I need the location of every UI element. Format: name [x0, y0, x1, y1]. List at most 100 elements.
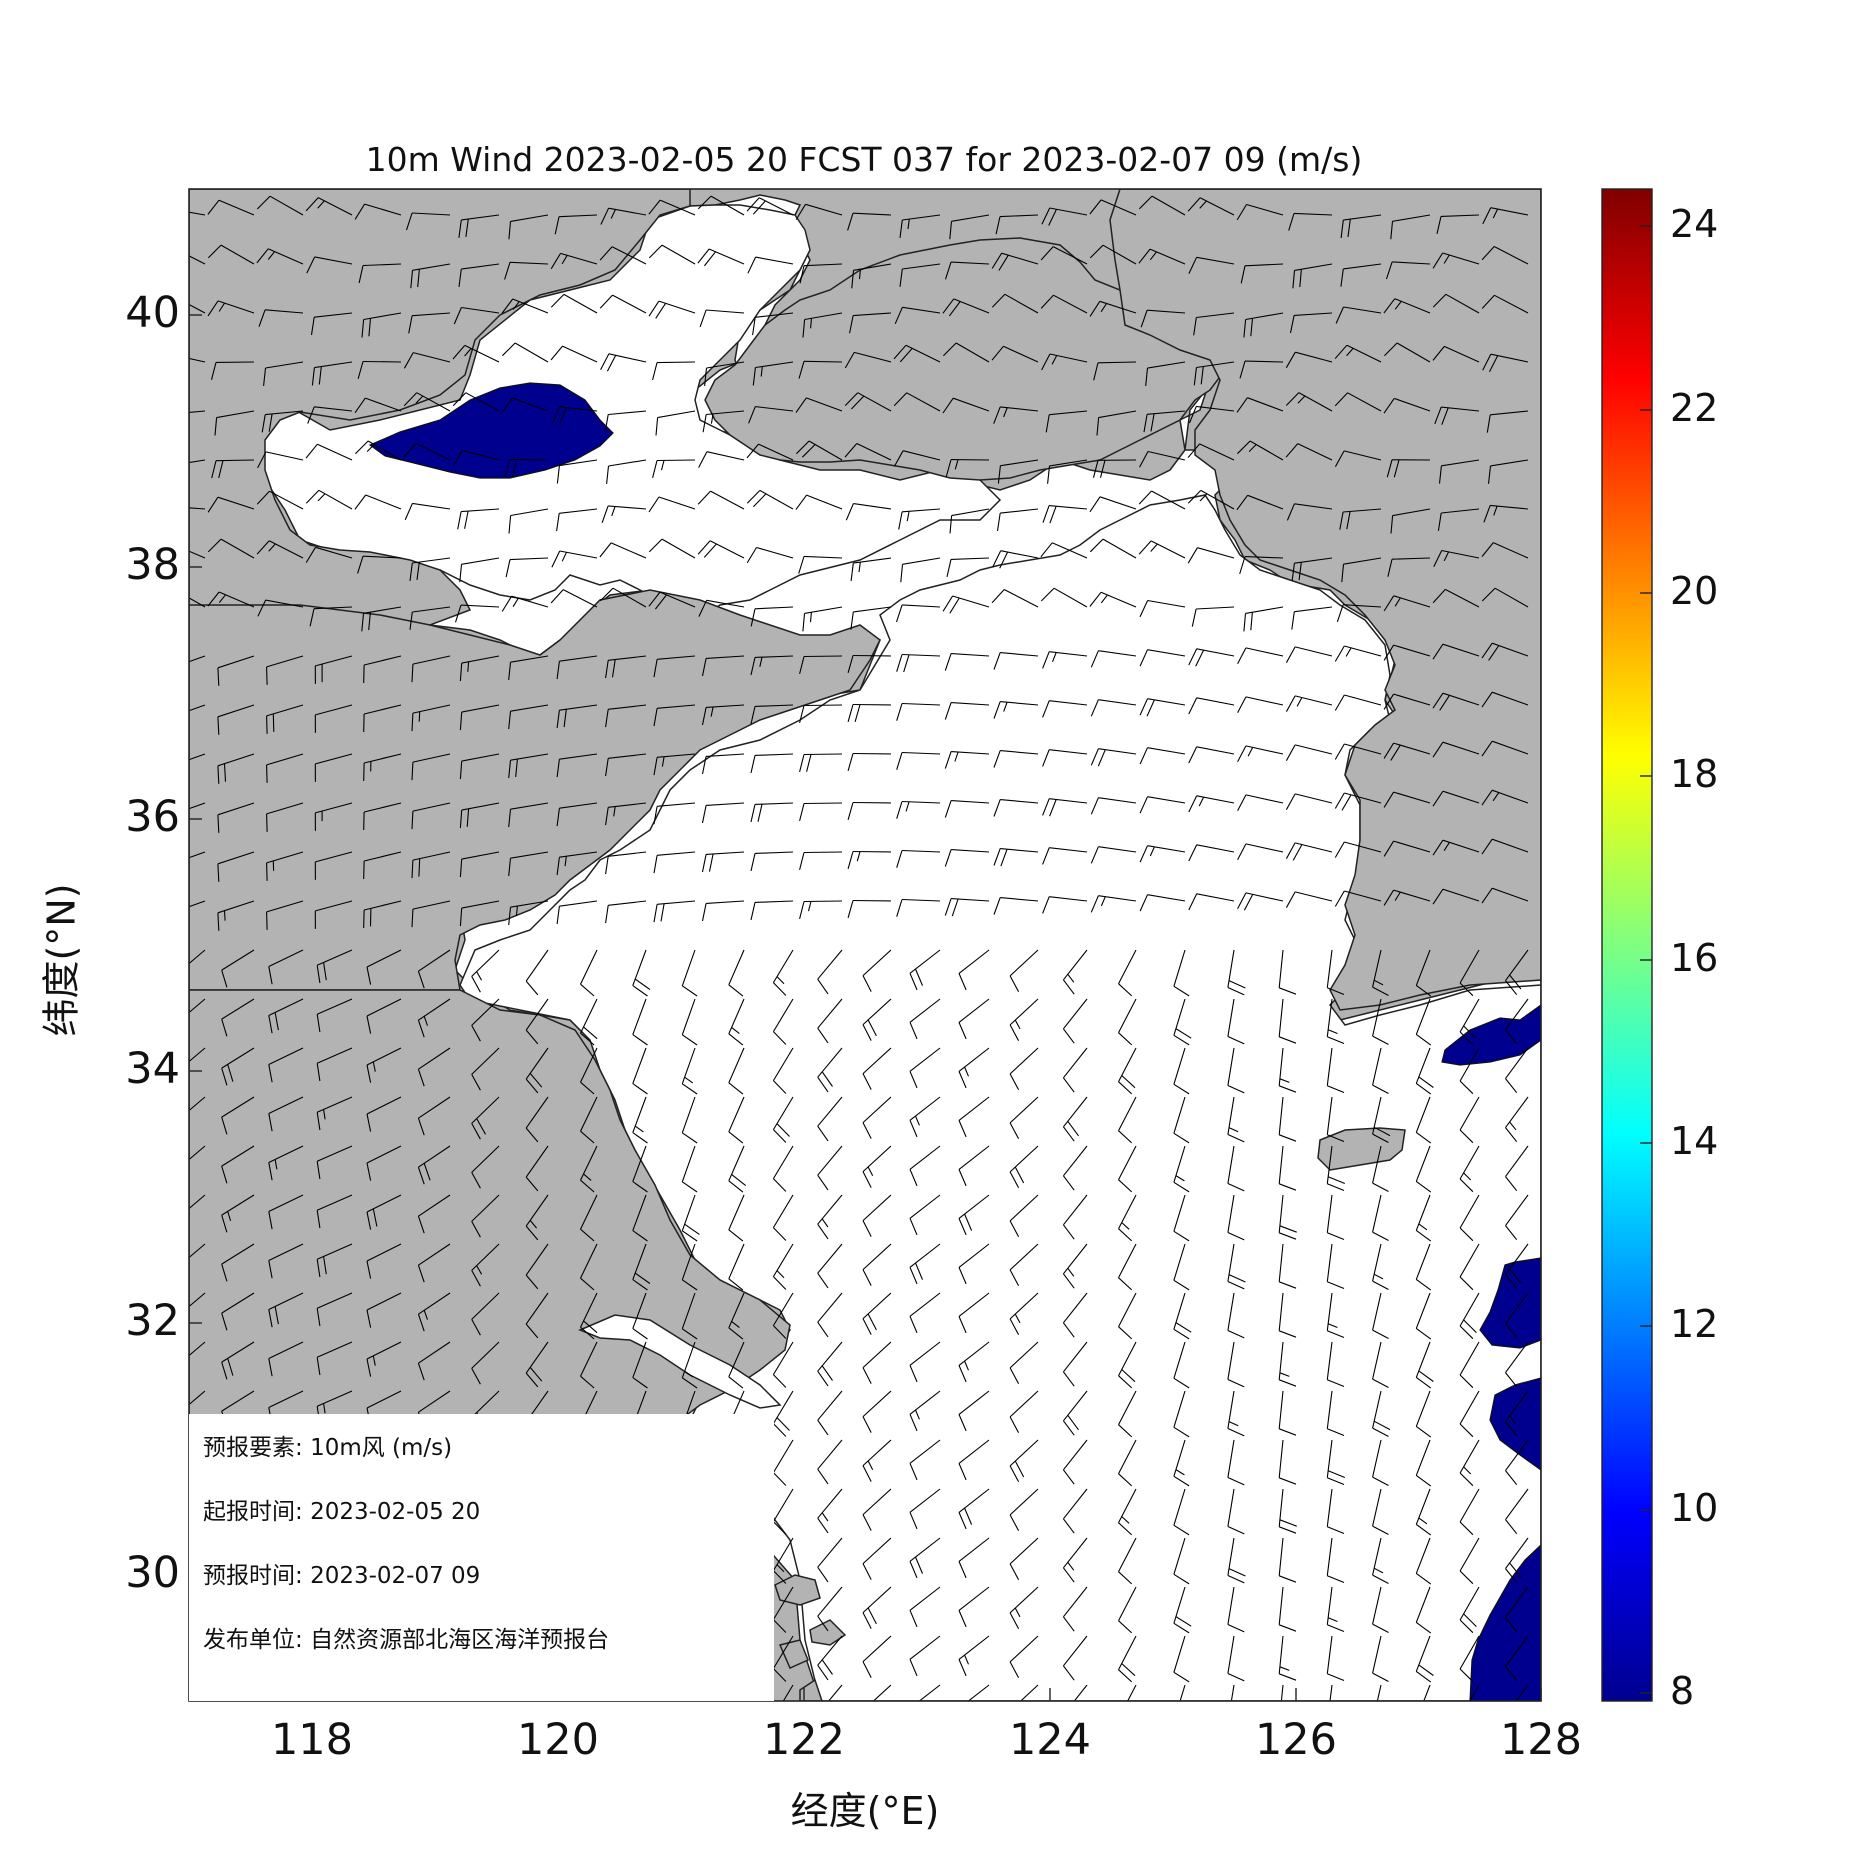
wind-barb-shaft	[659, 591, 696, 608]
wind-barb-shaft	[510, 214, 549, 222]
wind-barb-feather	[583, 1173, 592, 1181]
wind-barb-feather	[945, 459, 952, 478]
wind-barb-shaft	[1492, 642, 1529, 657]
wind-barb-feather	[1373, 979, 1384, 986]
wind-barb-feather	[1118, 1326, 1133, 1340]
wind-barb-shaft	[772, 1292, 794, 1326]
wind-barb-feather	[1443, 842, 1450, 851]
wind-barb-feather	[728, 1131, 744, 1144]
wind-barb-feather	[1459, 982, 1474, 997]
wind-barb-shaft	[918, 1684, 941, 1701]
y-tick-label: 32	[125, 1296, 180, 1346]
wind-barb-feather	[502, 342, 516, 357]
wind-barb-feather	[207, 538, 222, 553]
wind-barb-feather	[1041, 353, 1051, 371]
wind-barb-feather	[653, 757, 658, 776]
wind-barb-feather	[471, 1123, 481, 1140]
wind-barb-feather	[1150, 543, 1158, 552]
wind-barb-feather	[1432, 839, 1444, 856]
wind-barb-feather	[1237, 892, 1247, 910]
wind-barb-shaft	[189, 255, 206, 265]
wind-barb-feather	[1296, 697, 1303, 707]
wind-barb-feather	[817, 1419, 829, 1436]
wind-barb-shaft	[189, 802, 206, 810]
wind-barb-shaft	[1396, 342, 1431, 363]
wind-barb-shaft	[316, 998, 353, 1015]
wind-barb-feather	[648, 244, 663, 259]
wind-barb-feather	[1089, 244, 1104, 259]
wind-barb-feather	[747, 256, 757, 274]
wind-barb-shaft	[902, 557, 941, 565]
wind-barb-feather	[176, 975, 184, 991]
wind-barb-shaft	[1372, 1488, 1382, 1527]
wind-barb-feather	[1505, 1568, 1518, 1584]
wind-barb-feather	[417, 1069, 425, 1087]
wind-barb-feather	[896, 654, 903, 672]
wind-barb-shaft	[1492, 838, 1529, 853]
wind-barb-feather	[1483, 505, 1491, 523]
wind-barb-feather	[893, 392, 908, 407]
wind-barb-shaft	[728, 1096, 745, 1133]
wind-barb-shaft	[525, 1145, 549, 1178]
wind-barb-feather	[217, 912, 220, 931]
wind-barb-shaft	[1147, 796, 1186, 804]
wind-barb-feather	[508, 760, 512, 779]
wind-barb-feather	[821, 1071, 833, 1087]
wind-barb-shaft	[412, 851, 451, 861]
wind-barb-shaft	[1372, 1390, 1382, 1429]
wind-barb-feather	[1227, 1133, 1245, 1143]
wind-barb-feather	[1279, 1085, 1297, 1093]
wind-barb-feather	[458, 219, 462, 238]
wind-barb-shaft	[803, 802, 843, 805]
wind-barb-shaft	[266, 704, 304, 717]
wind-barb-feather	[1418, 1370, 1434, 1382]
wind-barb-feather	[366, 966, 372, 985]
wind-barb-feather	[1279, 1519, 1297, 1527]
wind-barb-feather	[354, 397, 366, 414]
wind-barb-shaft	[805, 203, 843, 216]
wind-barb-shaft	[1326, 1439, 1333, 1478]
wind-barb-shaft	[1062, 1096, 1088, 1128]
wind-barb-feather	[1248, 444, 1257, 452]
wind-barb-feather	[1227, 986, 1245, 996]
wind-barb-shaft	[1278, 1145, 1284, 1184]
wind-barb-feather	[773, 1668, 787, 1682]
wind-barb-feather	[746, 547, 757, 564]
wind-barb-feather	[580, 1179, 595, 1193]
wind-barb-shaft	[1278, 1096, 1284, 1135]
wind-barb-shaft	[909, 1390, 941, 1415]
wind-barb-feather	[802, 613, 806, 632]
wind-barb-shaft	[1001, 252, 1039, 265]
wind-barb-shaft	[1505, 1488, 1529, 1520]
wind-barb-shaft	[1326, 1635, 1333, 1674]
wind-barb-feather	[1062, 979, 1075, 995]
wind-barb-shaft	[862, 1341, 892, 1369]
wind-barb-feather	[1009, 1318, 1020, 1336]
x-tick-label: 118	[270, 1715, 354, 1765]
wind-barb-feather	[634, 1272, 651, 1284]
wind-barb-feather	[1093, 362, 1099, 381]
wind-barb-feather	[613, 806, 616, 817]
wind-barb-feather	[1505, 1470, 1518, 1486]
wind-barb-feather	[1067, 973, 1075, 983]
wind-barb-shaft	[1062, 1488, 1088, 1520]
wind-barb-feather	[266, 862, 268, 881]
wind-barb-shaft	[1173, 1488, 1186, 1526]
wind-barb-shaft	[1326, 1047, 1333, 1086]
wind-barb-shaft	[461, 263, 500, 270]
wind-barb-feather	[909, 1659, 918, 1677]
wind-barb-feather	[702, 414, 707, 433]
wind-barb-feather	[1237, 647, 1247, 665]
wind-barb-feather	[655, 417, 659, 436]
wind-barb-feather	[361, 319, 365, 338]
wind-barb-shaft	[510, 900, 549, 908]
wind-barb-feather	[1481, 740, 1493, 757]
wind-barb-shaft	[363, 900, 402, 911]
wind-barb-feather	[817, 1125, 829, 1142]
wind-barb-feather	[903, 654, 910, 673]
wind-barb-feather	[896, 703, 903, 721]
wind-barb-feather	[207, 199, 220, 215]
wind-barb-shaft	[189, 357, 206, 363]
wind-barb-feather	[909, 1316, 918, 1334]
wind-barb-feather	[556, 661, 560, 680]
